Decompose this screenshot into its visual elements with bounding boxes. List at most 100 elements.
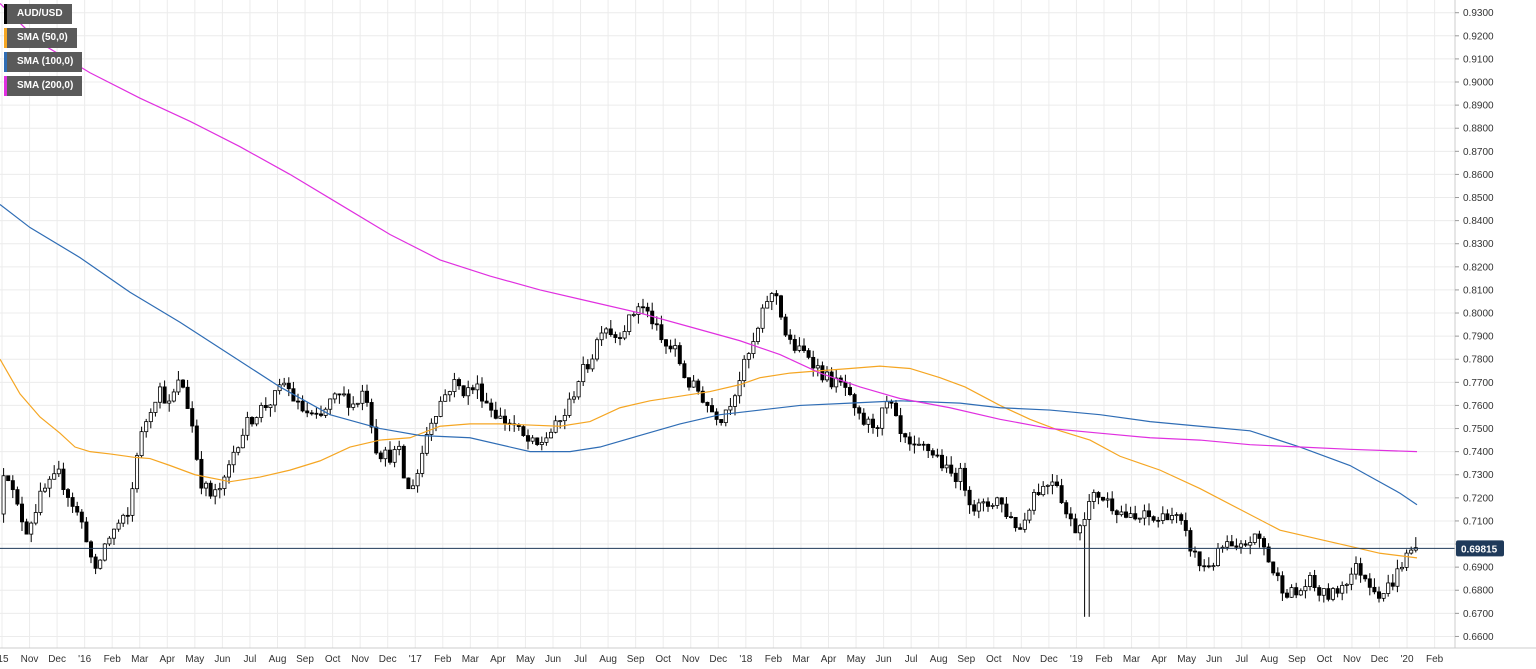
price-axis[interactable]: 0.9300 0.9200 0.9100 0.9000 0.8900 0.8800 0.87…: [1455, 8, 1494, 643]
candle-body: [479, 383, 484, 402]
candle-body: [305, 410, 310, 414]
candle-body: [1377, 591, 1382, 599]
candle-body: [999, 497, 1004, 505]
legend-symbol[interactable]: AUD/USD: [4, 4, 72, 24]
candle-body: [351, 403, 356, 408]
candle-body: [1243, 543, 1248, 546]
y-tick-label: 0.8200: [1463, 262, 1494, 273]
candle-body: [341, 393, 346, 396]
candle-body: [1183, 520, 1188, 531]
plot-background: [0, 0, 1455, 648]
candle-body: [562, 414, 567, 422]
candle-body: [332, 393, 337, 400]
candle-body: [668, 345, 673, 350]
candle-body: [1285, 592, 1290, 598]
x-tick-label: Aug: [599, 654, 617, 665]
candle-body: [438, 400, 443, 417]
candle-body: [378, 452, 383, 460]
x-tick-label: May: [1177, 654, 1196, 665]
x-tick-label: Aug: [1260, 654, 1278, 665]
candle-body: [995, 497, 1000, 506]
candle-body: [608, 328, 613, 335]
candle-body: [654, 323, 659, 326]
candle-body: [700, 390, 705, 403]
x-tick-label: Sep: [296, 654, 314, 665]
candle-body: [420, 452, 425, 474]
x-tick-label: May: [847, 654, 866, 665]
candle-body: [144, 421, 149, 433]
candle-body: [1174, 514, 1179, 517]
candle-body: [572, 396, 577, 400]
candle-body: [1, 475, 6, 515]
candle-body: [613, 334, 618, 338]
x-tick-label: Jul: [244, 654, 257, 665]
candle-body: [410, 485, 415, 490]
candle-body: [889, 401, 894, 404]
candle-body: [309, 412, 314, 415]
x-tick-label: Feb: [104, 654, 122, 665]
candle-body: [1344, 583, 1349, 586]
candle-body: [286, 382, 291, 390]
candle-body: [314, 412, 319, 415]
candle-body: [374, 426, 379, 454]
candle-body: [134, 455, 139, 490]
candle-body: [861, 412, 866, 425]
x-tick-label: May: [516, 654, 535, 665]
candle-body: [452, 379, 457, 392]
candle-body: [1105, 498, 1110, 501]
candle-body: [590, 358, 595, 370]
candle-body: [346, 393, 351, 408]
candle-body: [1289, 587, 1294, 598]
candle-body: [130, 488, 135, 516]
candle-body: [213, 489, 218, 497]
candle-body: [1294, 587, 1299, 596]
candle-body: [466, 387, 471, 397]
candle-body: [1363, 574, 1368, 580]
candle-body: [1211, 565, 1216, 568]
candle-body: [337, 393, 342, 396]
candle-body: [33, 512, 38, 524]
candle-body: [1188, 530, 1193, 552]
candle-body: [659, 324, 664, 341]
candle-body: [15, 489, 20, 505]
legend-sma50[interactable]: SMA (50,0): [4, 28, 77, 48]
candle-body: [203, 482, 208, 489]
candle-body: [792, 339, 797, 351]
candle-body: [1156, 519, 1161, 522]
candle-body: [944, 464, 949, 469]
candle-body: [1340, 585, 1345, 594]
candle-body: [884, 401, 889, 409]
x-tick-label: '16: [78, 654, 91, 665]
candle-body: [208, 482, 213, 497]
candle-body: [1110, 498, 1115, 512]
x-tick-label: Sep: [627, 654, 645, 665]
candle-body: [737, 380, 742, 397]
candle-body: [1165, 513, 1170, 521]
candle-body: [1059, 485, 1064, 504]
x-tick-label: Feb: [1426, 654, 1444, 665]
legend-sma100[interactable]: SMA (100,0): [4, 52, 83, 72]
candle-body: [990, 505, 995, 507]
candle-body: [470, 387, 475, 391]
x-tick-label: Nov: [682, 654, 700, 665]
candle-body: [1193, 550, 1198, 553]
candles: [1, 290, 1418, 617]
x-tick-label: May: [185, 654, 204, 665]
candle-body: [1386, 582, 1391, 594]
candle-body: [475, 383, 480, 391]
legend-sma200[interactable]: SMA (200,0): [4, 76, 83, 96]
y-tick-label: 0.6800: [1463, 586, 1494, 597]
candle-body: [1335, 588, 1340, 594]
candle-body: [364, 390, 369, 403]
x-tick-label: Aug: [269, 654, 287, 665]
candle-body: [98, 559, 103, 569]
candle-body: [618, 337, 623, 339]
candle-body: [1124, 511, 1129, 518]
candle-body: [1326, 588, 1331, 600]
y-tick-label: 0.9000: [1463, 78, 1494, 89]
candle-body: [723, 409, 728, 424]
candle-body: [1257, 533, 1262, 539]
candle-body: [107, 537, 112, 545]
time-axis[interactable]: '15 Nov Dec '16 Feb Mar Apr May Jun Jul Aug Sep Oct N…: [0, 654, 1444, 665]
